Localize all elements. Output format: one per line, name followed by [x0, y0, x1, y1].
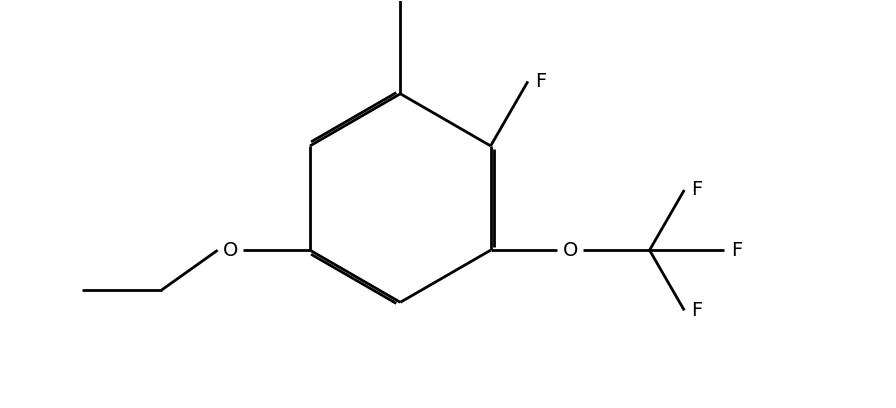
Text: O: O	[563, 241, 578, 259]
Text: F: F	[692, 301, 702, 320]
Text: O: O	[223, 241, 238, 259]
Text: F: F	[692, 180, 702, 200]
Text: F: F	[731, 241, 742, 259]
Text: F: F	[535, 72, 546, 91]
